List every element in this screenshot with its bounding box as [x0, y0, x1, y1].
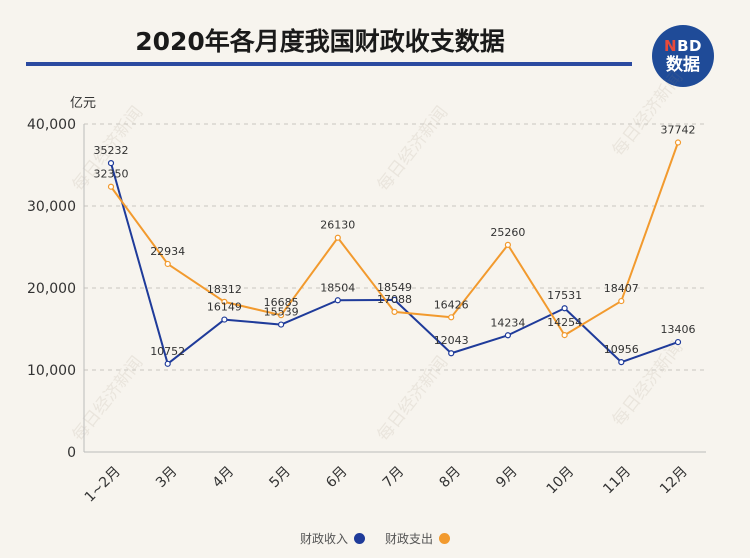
- data-point-income: [107, 159, 115, 167]
- x-tick-label: 5月: [266, 464, 294, 492]
- x-tick-label: 3月: [153, 464, 181, 492]
- legend-item-income: 财政收入: [300, 530, 365, 547]
- data-point-expense: [164, 260, 171, 268]
- nbd-logo: NBD 数据: [652, 25, 714, 87]
- y-tick-label: 40,000: [27, 117, 76, 133]
- logo-top-text: NBD: [664, 36, 702, 55]
- x-tick-label: 11月: [600, 464, 634, 498]
- data-label-expense: 25260: [490, 226, 525, 239]
- data-point-expense: [618, 297, 625, 305]
- data-point-income: [448, 350, 455, 357]
- x-tick-label: 8月: [437, 464, 465, 492]
- data-label-income: 18549: [377, 281, 412, 294]
- y-tick-label: 0: [67, 445, 76, 461]
- legend-dot-income: [354, 533, 365, 544]
- x-tick-label: 6月: [323, 464, 351, 492]
- data-label-income: 10752: [150, 345, 185, 358]
- y-tick-label: 10,000: [27, 363, 76, 379]
- chart-title: 2020年各月度我国财政收支数据: [135, 27, 505, 56]
- logo-bottom-text: 数据: [666, 54, 700, 75]
- data-label-expense: 32350: [94, 168, 129, 181]
- data-label-expense: 16685: [264, 296, 299, 309]
- data-label-expense: 37742: [661, 124, 696, 137]
- data-label-expense: 18407: [604, 282, 639, 295]
- series-line-income: [110, 162, 679, 365]
- data-point-income: [334, 297, 341, 304]
- data-label-income: 14234: [490, 316, 525, 329]
- x-tick-label: 4月: [210, 464, 238, 492]
- data-point-income: [164, 360, 171, 367]
- data-label-income: 13406: [661, 323, 696, 336]
- y-tick-label: 20,000: [27, 281, 76, 297]
- x-tick-label: 12月: [657, 464, 691, 498]
- data-point-expense: [504, 241, 511, 248]
- data-point-expense: [391, 308, 398, 315]
- data-point-income: [504, 332, 511, 339]
- x-tick-label: 9月: [493, 464, 521, 492]
- data-point-income: [561, 305, 568, 312]
- data-point-income: [278, 321, 285, 328]
- y-axis-label: 亿元: [70, 96, 96, 111]
- title-underline: [26, 62, 632, 66]
- data-point-income: [221, 316, 228, 323]
- data-label-income: 18504: [320, 281, 355, 294]
- legend-label-expense: 财政支出: [385, 532, 434, 546]
- data-point-income: [674, 338, 682, 346]
- legend: 财政收入 财政支出: [0, 530, 750, 547]
- data-label-expense: 26130: [320, 219, 355, 232]
- data-point-expense: [674, 139, 682, 146]
- data-point-income: [391, 296, 398, 303]
- data-label-income: 16149: [207, 301, 242, 314]
- data-point-expense: [561, 332, 568, 339]
- data-point-expense: [278, 312, 285, 319]
- x-tick-label: 10月: [544, 464, 578, 498]
- x-tick-label: 1~2月: [82, 464, 124, 506]
- data-label-income: 10956: [604, 343, 639, 356]
- y-tick-label: 30,000: [27, 199, 76, 215]
- data-label-expense: 16426: [434, 298, 469, 311]
- series-line-expense: [110, 142, 679, 337]
- data-point-expense: [334, 234, 341, 241]
- data-point-expense: [448, 314, 455, 321]
- data-point-income: [618, 359, 625, 366]
- data-label-expense: 17088: [377, 293, 412, 306]
- data-point-expense: [221, 298, 228, 305]
- legend-dot-expense: [439, 533, 451, 544]
- data-label-income: 17531: [547, 289, 582, 302]
- data-label-expense: 22934: [150, 245, 185, 258]
- data-label-income: 35232: [94, 144, 129, 157]
- legend-item-expense: 财政支出: [385, 530, 451, 547]
- data-label-income: 12043: [434, 334, 469, 347]
- data-point-expense: [107, 183, 115, 190]
- data-label-expense: 14254: [547, 316, 582, 329]
- data-label-expense: 18312: [207, 283, 242, 296]
- legend-label-income: 财政收入: [299, 532, 348, 546]
- data-label-income: 15539: [264, 306, 299, 319]
- x-tick-label: 7月: [380, 464, 408, 492]
